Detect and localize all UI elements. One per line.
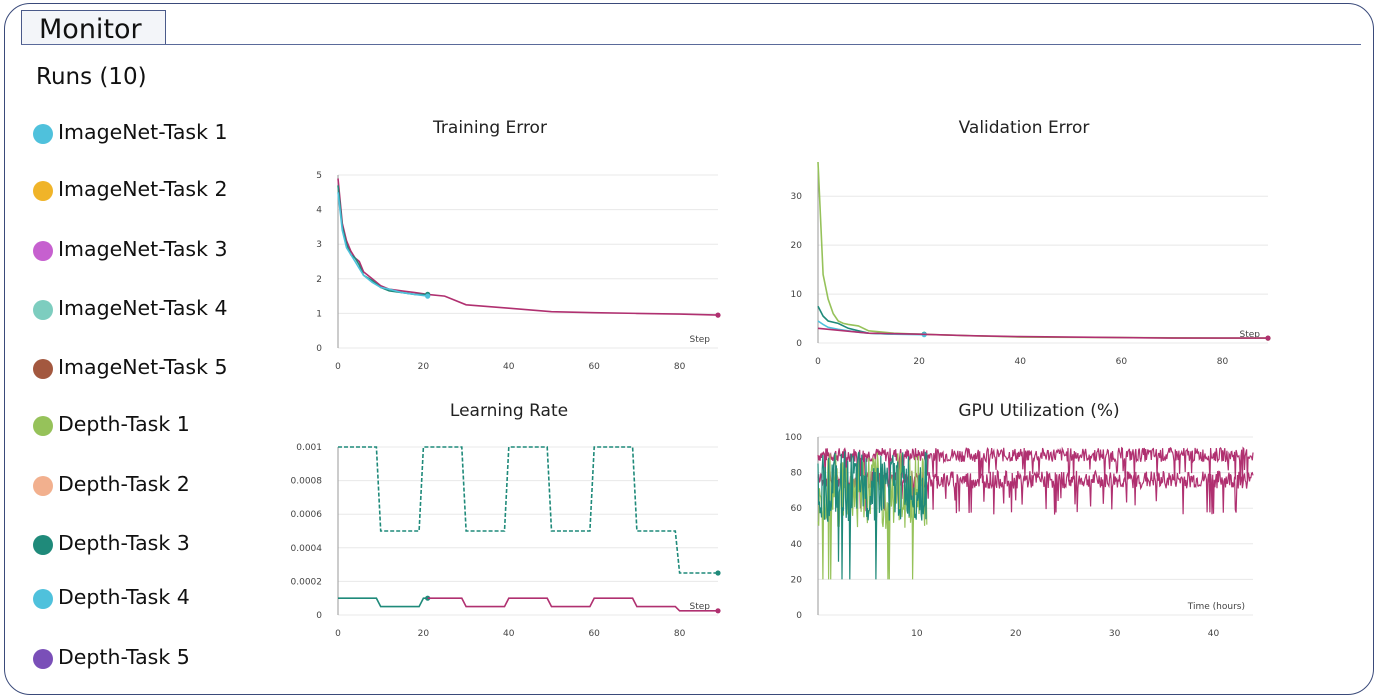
y-tick-label: 0.0008	[291, 477, 323, 487]
run-color-dot	[33, 649, 53, 669]
x-axis-label: Time (hours)	[1187, 602, 1245, 612]
chart-title: Validation Error	[959, 118, 1090, 138]
tab-monitor-label: Monitor	[39, 14, 142, 45]
x-tick-label: 60	[588, 629, 600, 639]
runs-title: Runs (10)	[36, 64, 147, 90]
run-label: ImageNet-Task 2	[58, 177, 228, 201]
x-tick-label: 80	[674, 362, 686, 372]
run-label: ImageNet-Task 4	[58, 296, 228, 320]
series-line	[337, 185, 428, 296]
x-tick-label: 40	[503, 629, 515, 639]
x-axis-label: Step	[1240, 330, 1261, 340]
run-label: ImageNet-Task 3	[58, 237, 228, 261]
y-tick-label: 0	[316, 611, 322, 621]
chart-title: GPU Utilization (%)	[958, 401, 1119, 421]
x-axis-label: Step	[690, 335, 711, 345]
y-tick-label: 0.0006	[291, 510, 323, 520]
y-tick-label: 0	[796, 611, 802, 621]
x-tick-label: 60	[588, 362, 600, 372]
x-tick-label: 20	[418, 629, 430, 639]
series-end-point	[425, 595, 431, 601]
series-line	[427, 597, 718, 612]
chart-training-error: Training Error 0 1 2 3 4 5 0 20 40 60 80 Step	[316, 118, 721, 372]
series-line	[338, 597, 428, 608]
series-line	[338, 446, 718, 574]
y-tick-label: 10	[791, 290, 803, 300]
x-tick-label: 10	[911, 629, 923, 639]
series-line	[817, 451, 928, 580]
y-tick-label: 0.0004	[291, 544, 323, 554]
series-line	[817, 161, 1268, 339]
chart-validation-error: Validation Error 0 10 20 30 0 20 40 60 80 Step	[791, 118, 1271, 367]
series-end-point	[1265, 335, 1271, 341]
run-color-dot	[33, 181, 53, 201]
x-tick-label: 40	[1208, 629, 1220, 639]
y-tick-label: 20	[791, 241, 803, 251]
x-tick-label: 0	[815, 357, 821, 367]
chart-gpu-utilization: GPU Utilization (%) 0 20 40 60 80 100 10 20 30 40 T…	[785, 401, 1254, 639]
chart-title: Training Error	[432, 118, 547, 138]
y-tick-label: 0.001	[296, 443, 322, 453]
x-tick-label: 20	[1010, 629, 1022, 639]
y-tick-label: 0.0002	[291, 577, 323, 587]
run-color-dot	[33, 416, 53, 436]
series-line	[337, 192, 428, 297]
y-tick-label: 5	[316, 171, 322, 181]
x-tick-label: 30	[1109, 629, 1121, 639]
series-line	[817, 446, 1254, 485]
series-end-point	[715, 608, 721, 614]
tab-divider	[21, 44, 1361, 45]
x-tick-label: 0	[335, 629, 341, 639]
run-label: Depth-Task 1	[58, 412, 190, 436]
tab-monitor[interactable]: Monitor	[21, 10, 166, 45]
x-tick-label: 20	[913, 357, 925, 367]
run-label: Depth-Task 4	[58, 585, 190, 609]
y-tick-label: 1	[316, 309, 322, 319]
y-tick-label: 0	[316, 344, 322, 354]
y-tick-label: 20	[791, 575, 803, 585]
run-color-dot	[33, 300, 53, 320]
chart-learning-rate: Learning Rate 0 0.0002 0.0004 0.0006 0.0008 0.…	[291, 401, 721, 639]
y-tick-label: 100	[785, 433, 802, 443]
x-tick-label: 0	[335, 362, 341, 372]
y-tick-label: 30	[791, 192, 803, 202]
run-label: Depth-Task 3	[58, 531, 190, 555]
run-label: ImageNet-Task 5	[58, 355, 228, 379]
y-tick-label: 80	[791, 469, 803, 479]
series-end-point	[715, 570, 721, 576]
y-tick-label: 40	[791, 540, 803, 550]
run-label: ImageNet-Task 1	[58, 120, 228, 144]
y-tick-label: 0	[796, 339, 802, 349]
y-tick-label: 60	[791, 504, 803, 514]
x-axis-label: Step	[690, 602, 711, 612]
x-tick-label: 40	[503, 362, 515, 372]
run-color-dot	[33, 589, 53, 609]
run-color-dot	[33, 535, 53, 555]
series-line	[337, 178, 719, 316]
run-label: Depth-Task 2	[58, 472, 190, 496]
x-tick-label: 40	[1015, 357, 1027, 367]
y-tick-label: 3	[316, 240, 322, 250]
x-tick-label: 80	[1217, 357, 1229, 367]
x-tick-label: 80	[674, 629, 686, 639]
chart-title: Learning Rate	[450, 401, 568, 421]
run-color-dot	[33, 359, 53, 379]
series-end-point	[715, 312, 721, 318]
run-label: Depth-Task 5	[58, 645, 190, 669]
y-tick-label: 2	[316, 275, 322, 285]
run-color-dot	[33, 241, 53, 261]
x-tick-label: 20	[418, 362, 430, 372]
series-line	[817, 327, 1268, 339]
y-tick-label: 4	[316, 206, 322, 216]
run-color-dot	[33, 124, 53, 144]
series-end-point	[425, 293, 431, 299]
run-color-dot	[33, 476, 53, 496]
x-tick-label: 60	[1116, 357, 1128, 367]
